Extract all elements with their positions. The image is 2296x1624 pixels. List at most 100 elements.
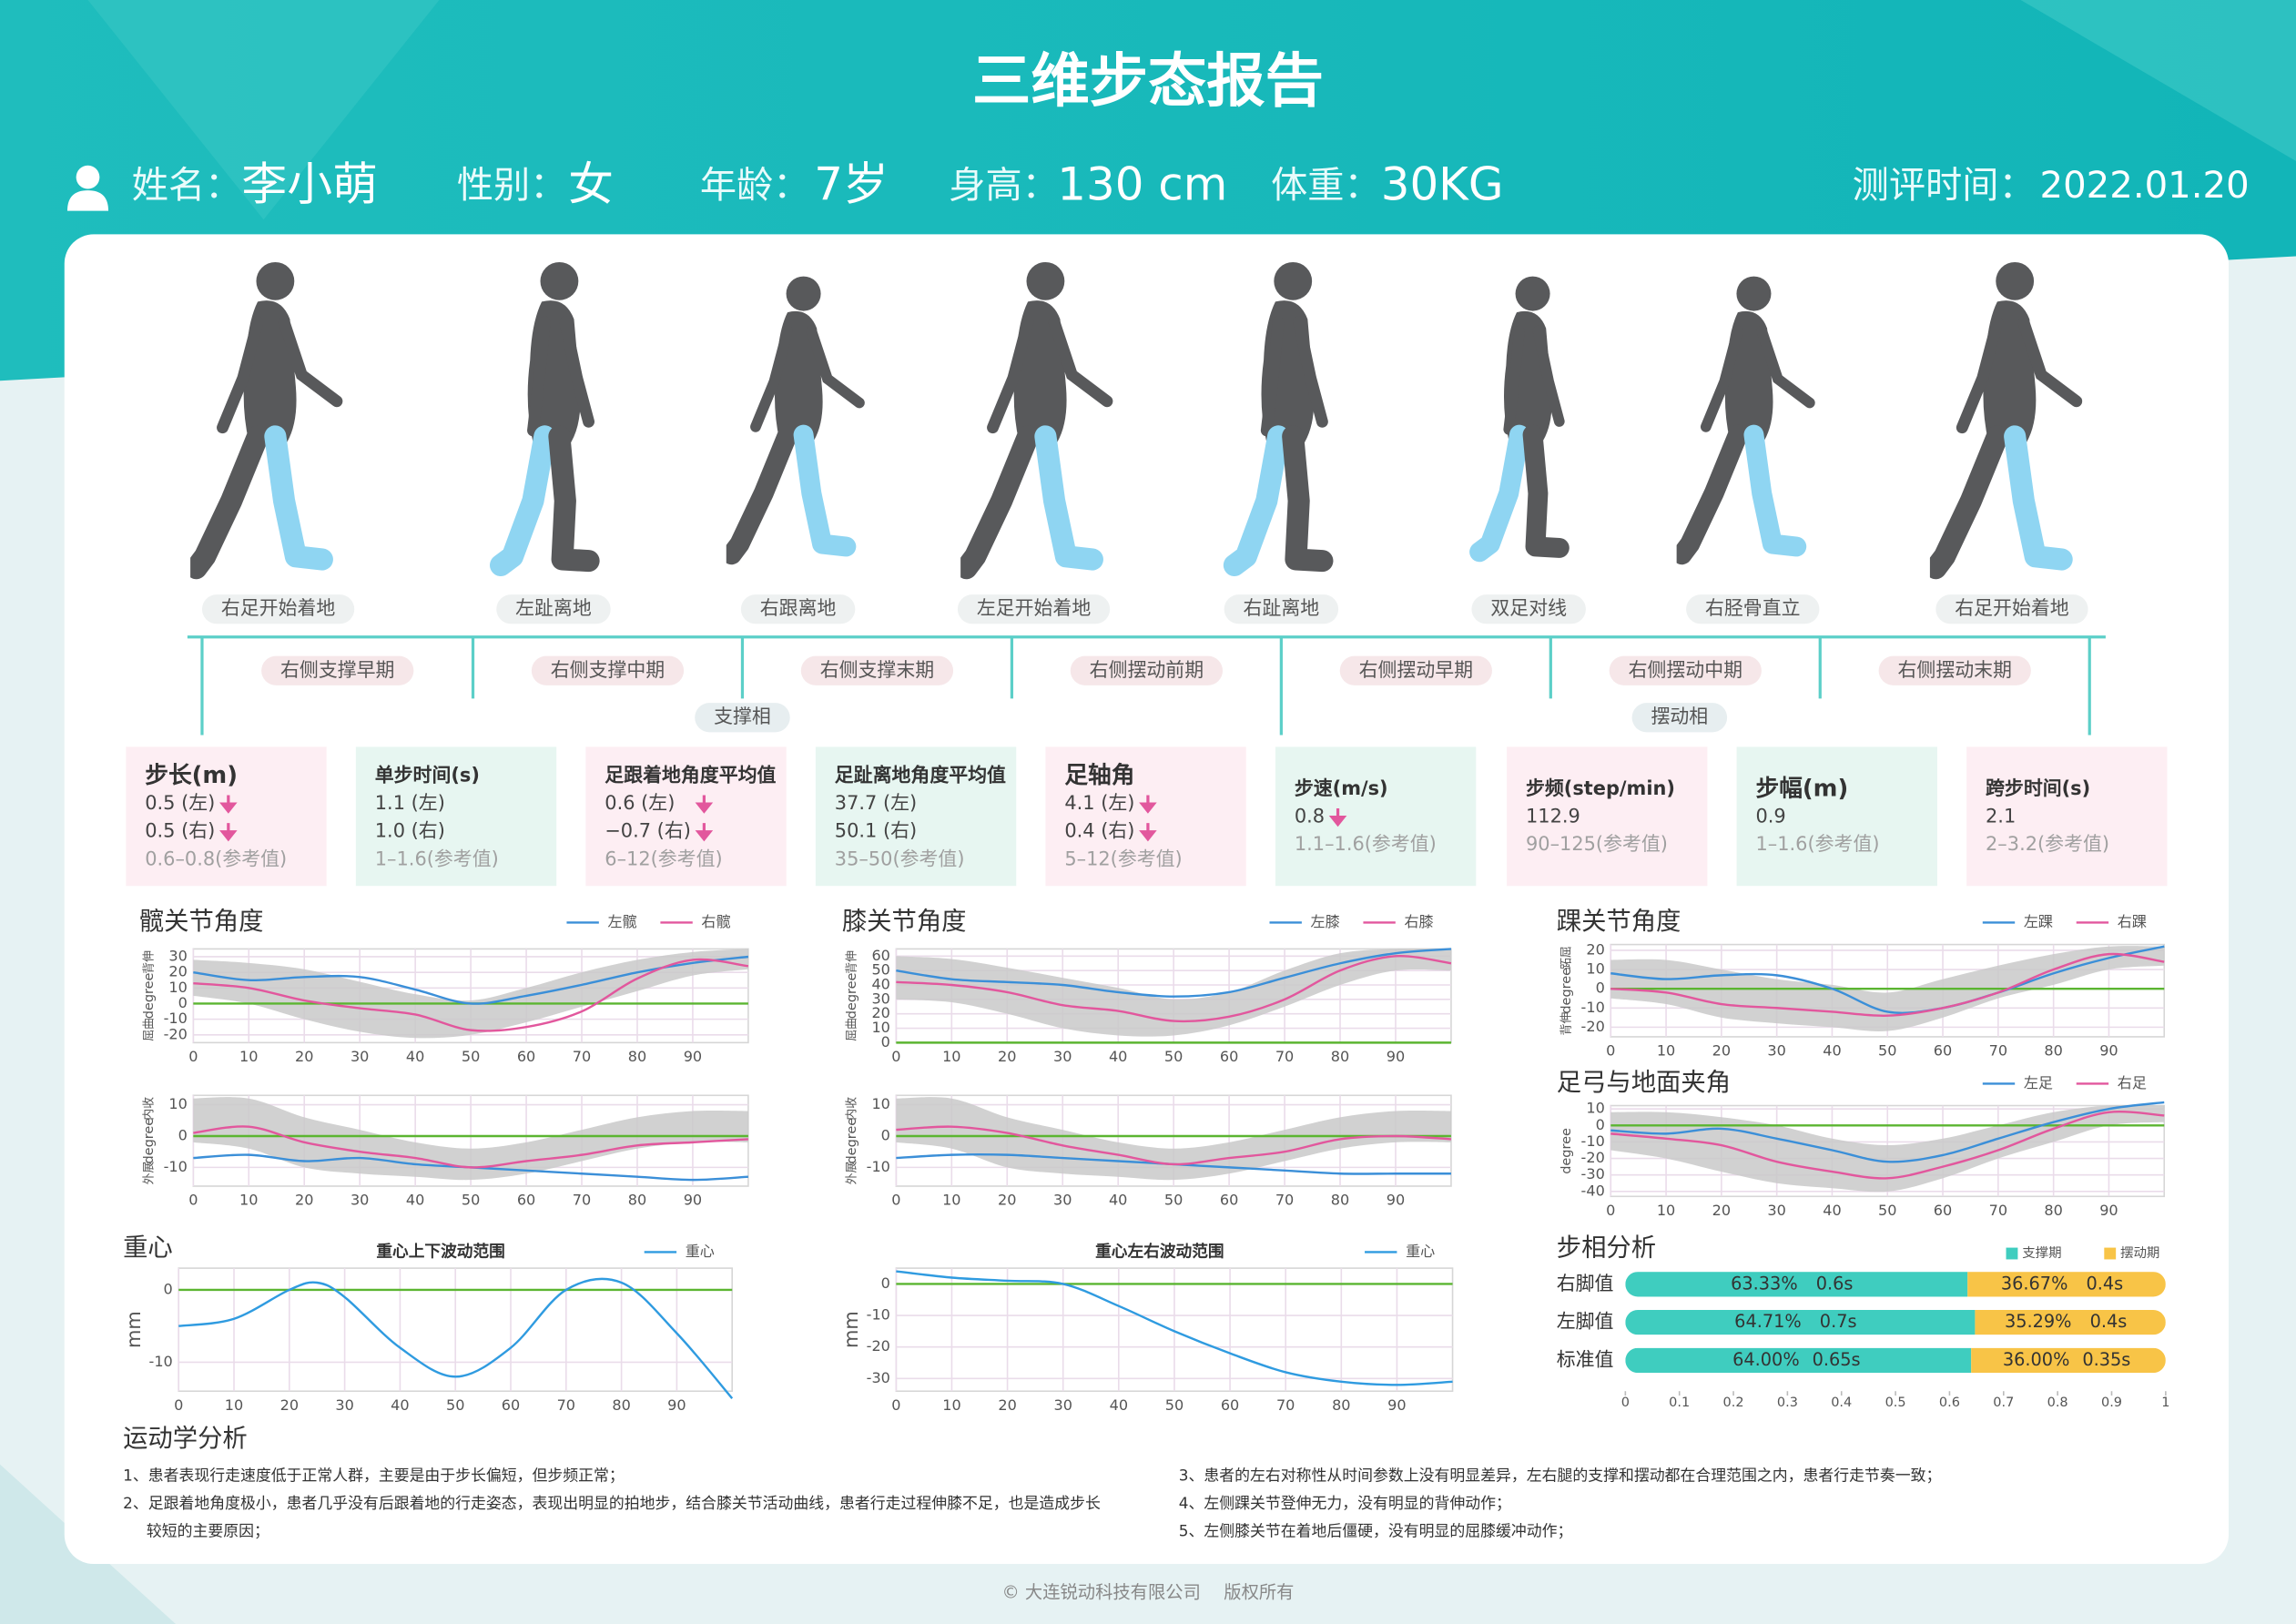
x-tick-label: 80: [1331, 1048, 1349, 1065]
y-tick-label: 50: [871, 961, 889, 979]
x-tick-label: 70: [557, 1396, 575, 1414]
metric-title: 步长(m): [145, 762, 238, 789]
pill: [1070, 655, 1224, 685]
y-tick-label: -10: [867, 1306, 890, 1324]
metric-value: 1.1 (左): [375, 792, 445, 814]
x-tick-label: 0: [188, 1192, 198, 1209]
metric-value: 0.5 (左): [145, 792, 215, 814]
x-tick-label: 50: [1878, 1042, 1896, 1060]
category-label: 标准值: [1557, 1348, 1614, 1370]
x-tick-label: 50: [1164, 1048, 1183, 1065]
decor: [87, 0, 440, 220]
series-line: [1610, 952, 2165, 1017]
x-tick-label: 70: [573, 1192, 591, 1209]
x-tick-label: 0: [1606, 1042, 1615, 1060]
low-arrow: [219, 823, 238, 842]
x-tick-label: 80: [628, 1048, 646, 1065]
y-tick-label: -30: [1581, 1165, 1605, 1182]
x-tick-label: 80: [2044, 1202, 2062, 1219]
x-tick-label: 30: [1767, 1042, 1785, 1060]
series-line: [896, 948, 1452, 998]
series-line: [1610, 1101, 2165, 1163]
y-axis-label: degree: [1559, 968, 1574, 1014]
metric-value: 2.1: [1986, 806, 2016, 827]
y-tick-label: -10: [164, 1158, 188, 1175]
y-axis-label: degree: [1559, 1128, 1574, 1174]
chart-title: 重心左右波动范围: [1095, 1241, 1224, 1261]
x-tick-label: 30: [1053, 1192, 1072, 1209]
legend-label: 右髋: [701, 913, 730, 930]
x-tick-label: 70: [1989, 1202, 2007, 1219]
x-tick-label: 50: [1878, 1202, 1896, 1219]
y-axis-label: mm: [123, 1311, 145, 1348]
x-tick-label: 50: [462, 1192, 480, 1209]
x-tick-label: 70: [1275, 1048, 1294, 1065]
x-tick-label: 30: [1053, 1048, 1072, 1065]
x-tick-label: 0.7: [1993, 1396, 2014, 1410]
field-label: 年龄：: [700, 165, 810, 207]
low-arrow: [695, 795, 714, 814]
x-tick-label: 40: [1109, 1048, 1127, 1065]
y-tick-label: 0: [881, 1033, 890, 1051]
legend-label: 左髋: [607, 913, 636, 930]
x-tick-label: 10: [239, 1192, 258, 1209]
chart-title: 步相分析: [1557, 1234, 1656, 1263]
y-tick-label: 60: [871, 947, 889, 964]
low-arrow: [1139, 795, 1157, 814]
metric-card: [1275, 746, 1477, 887]
pill-label: 右足开始着地: [1955, 597, 2069, 619]
x-tick-label: 30: [350, 1192, 369, 1209]
low-arrow: [1328, 807, 1347, 827]
metric-reference: 1.1–1.6(参考值): [1295, 833, 1437, 855]
y-tick-label: 0: [881, 1126, 890, 1143]
normal-band: [193, 949, 748, 1039]
pill: [1471, 594, 1586, 624]
bar-segment: [1971, 1347, 2166, 1374]
y-tick-label: -40: [1581, 1182, 1605, 1199]
y-tick-label: 10: [1586, 960, 1604, 978]
x-tick-label: 20: [1712, 1202, 1731, 1219]
field-value: 130 cm: [1057, 157, 1227, 210]
legend-label: 右膝: [1404, 913, 1433, 930]
metric-value: 37.7 (左): [835, 792, 917, 814]
series-line: [193, 955, 749, 1005]
x-tick-label: 0: [174, 1396, 183, 1414]
pill-label: 摆动相: [1651, 705, 1708, 727]
duration-label: 0.4s: [2086, 1273, 2123, 1294]
metric-card: [585, 746, 787, 887]
x-tick-label: 90: [667, 1396, 686, 1414]
x-tick-label: 30: [1053, 1396, 1072, 1414]
metric-value: 0.8: [1295, 806, 1325, 827]
metric-title: 足趾离地角度平均值: [835, 765, 1006, 787]
chart-title: 重心上下波动范围: [376, 1241, 505, 1261]
y-axis-label: degree: [142, 972, 157, 1019]
y-tick-label: 0: [1596, 1116, 1605, 1133]
duration-label: 0.6s: [1816, 1273, 1854, 1294]
x-tick-label: 90: [684, 1192, 702, 1209]
y-tick-label: 30: [168, 947, 187, 964]
analysis-item: 2、足跟着地角度极小，患者几乎没有后跟着地的行走姿态，表现出明显的拍地步，结合膝…: [123, 1494, 1101, 1512]
series-line: [1610, 945, 2165, 1015]
y-axis-label: degree: [845, 1118, 859, 1164]
x-tick-label: 80: [612, 1396, 630, 1414]
pill: [1609, 655, 1762, 685]
pill: [1935, 594, 2088, 624]
metric-card: [355, 746, 557, 887]
pill: [1631, 703, 1728, 733]
x-tick-label: 20: [998, 1192, 1016, 1209]
analysis-item: 4、左侧踝关节登伸无力，没有明显的背伸动作；: [1179, 1494, 1511, 1512]
y-tick-label: 0: [178, 994, 188, 1011]
y-tick-label: 40: [871, 976, 889, 993]
analysis-item: 5、左侧膝关节在着地后僵硬，没有明显的屈膝缓冲动作；: [1179, 1522, 1573, 1540]
metric-title: 足轴角: [1064, 761, 1134, 789]
x-tick-label: 20: [998, 1048, 1016, 1065]
pill-label: 右侧支撑中期: [551, 659, 665, 681]
pill-label: 双足对线: [1490, 597, 1567, 619]
field-value: 7岁: [814, 157, 889, 210]
x-tick-label: 1: [2161, 1396, 2169, 1410]
y-axis-label-top: 背伸: [846, 950, 859, 974]
x-tick-label: 0.9: [2101, 1396, 2122, 1410]
x-tick-label: 90: [684, 1048, 702, 1065]
metric-value: 0.4 (右): [1064, 820, 1134, 842]
x-tick-label: 10: [1657, 1042, 1675, 1060]
